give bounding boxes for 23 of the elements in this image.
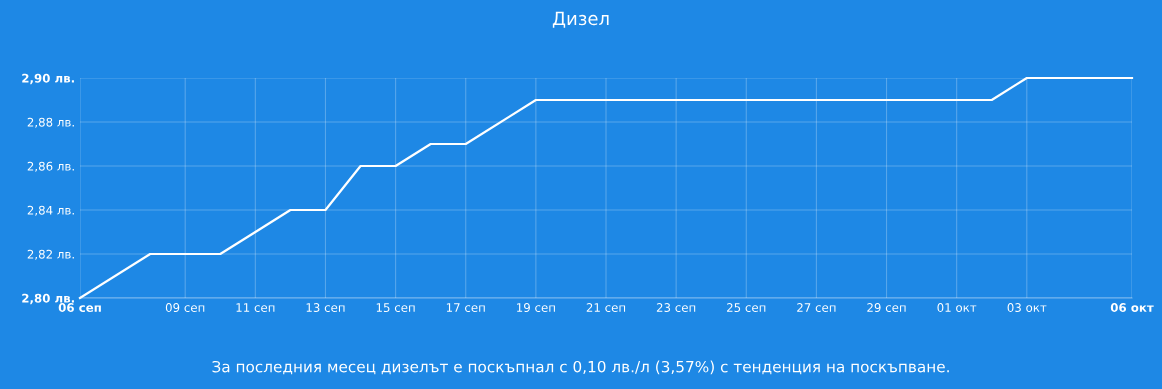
x-tick-label: 17 сеп [446, 303, 485, 312]
x-tick-label: 06 сеп [58, 303, 101, 312]
x-tick-label: 29 сеп [867, 303, 906, 312]
text: За последния месец дизелът е поскъпнал с 0,10 лв./л (3,57%) с тенденция на поскъпване. [212, 360, 949, 375]
x-tick-label: 03 окт [1007, 303, 1047, 312]
x-tick-label: 09 сеп [165, 303, 205, 312]
chart-title: Дизел [552, 11, 609, 28]
x-tick-label: 06 окт [1110, 303, 1154, 312]
y-tick-label: 2,90 лв. [22, 73, 74, 85]
y-tick-label: 2,88 лв. [27, 117, 74, 128]
x-tick-label: 01 окт [937, 303, 977, 312]
x-tick-label: 21 сеп [586, 303, 626, 312]
x-tick-label: 19 сеп [517, 303, 555, 312]
y-tick-label: 2,86 лв. [27, 161, 74, 172]
x-tick-label: 11 сеп [236, 303, 275, 312]
x-tick-label: 15 сеп [376, 303, 415, 312]
x-tick-label: 27 сеп [797, 303, 836, 312]
x-tick-label: 13 сеп [306, 303, 345, 312]
y-tick-label: 2,80 лв. [22, 293, 74, 305]
x-tick-label: 23 сеп [656, 303, 696, 312]
y-tick-label: 2,82 лв. [27, 249, 74, 260]
y-tick-label: 2,84 лв. [27, 205, 74, 216]
x-tick-label: 25 сеп [727, 303, 766, 312]
